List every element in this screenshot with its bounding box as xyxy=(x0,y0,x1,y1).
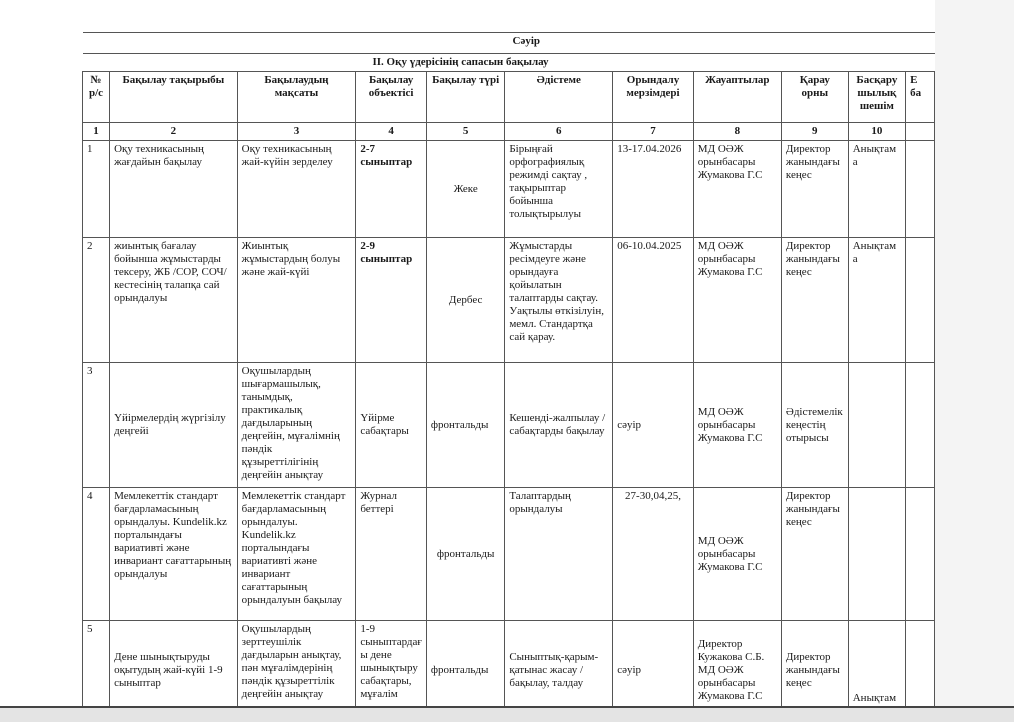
cell-extra xyxy=(905,620,935,706)
cell-responsible: Директор Кужакова С.Б. МД ОӘЖ орынбасары… xyxy=(692,620,782,706)
header-row: № р/с Бақылау тақырыбы Бақылаудың мақсат… xyxy=(81,71,935,123)
control-plan-table: Сәуір II. Оқу үдерісінің сапасын бақылау… xyxy=(81,32,935,706)
cell-extra xyxy=(905,487,935,621)
cell-extra xyxy=(905,362,935,488)
cell-object: 1-9 сыныптардағ ы дене шынықтыру сабақта… xyxy=(355,620,427,706)
column-number: 1 xyxy=(81,122,111,141)
cell-method: Жұмыстарды ресімдеуге және орындауға қой… xyxy=(504,237,614,363)
cell-review-place: Директор жанындағы кеңес xyxy=(780,487,849,621)
header-cell: Қарау орны xyxy=(780,71,849,123)
cell-topic: жиынтық бағалау бойынша жұмыстарды тексе… xyxy=(109,237,238,363)
cell-review-place: Әдістемелік кеңестің отырысы xyxy=(780,362,849,488)
header-cell: Жауаптылар xyxy=(692,71,782,123)
column-number: 7 xyxy=(612,122,694,141)
cell-decision xyxy=(847,487,907,621)
cell-object: Үйірме сабақтары xyxy=(355,362,427,488)
cell-topic: Мемлекеттік стандарт бағдарламасының оры… xyxy=(109,487,238,621)
column-number xyxy=(905,122,935,141)
cell-deadline: сәуір xyxy=(612,620,694,706)
cell-topic: Дене шынықтыруды оқытудың жай-күйі 1-9 с… xyxy=(109,620,238,706)
column-number: 10 xyxy=(847,122,907,141)
cell-decision: Анықтам а xyxy=(847,237,907,363)
column-number: 8 xyxy=(692,122,782,141)
cell-responsible: МД ОӘЖ орынбасары Жумакова Г.С xyxy=(692,237,782,363)
cell-method: Сыныптық-қарым-қатынас жасау / бақылау, … xyxy=(504,620,614,706)
background-margin xyxy=(935,0,1014,706)
cell-object: Журнал беттері xyxy=(355,487,427,621)
cell-type: Дербес xyxy=(425,237,506,363)
section-title: II. Оқу үдерісінің сапасын бақылау xyxy=(82,53,935,72)
table-row: 4 Мемлекеттік стандарт бағдарламасының о… xyxy=(81,487,935,621)
column-number: 3 xyxy=(236,122,357,141)
cell-decision: Анықтам а xyxy=(847,140,907,238)
cell-review-place: Директор жанындағы кеңес xyxy=(780,237,849,363)
column-number-row: 1 2 3 4 5 6 7 8 9 10 xyxy=(81,122,935,141)
table-row: 2 жиынтық бағалау бойынша жұмыстарды тек… xyxy=(81,237,935,363)
bottom-edge xyxy=(0,706,1014,722)
cell-responsible: МД ОӘЖ орынбасары Жумакова Г.С xyxy=(692,140,782,238)
cell-deadline: сәуір xyxy=(612,362,694,488)
cell-topic: Оқу техникасының жағдайын бақылау xyxy=(109,140,238,238)
cell-deadline: 27-30,04,25, xyxy=(612,487,694,621)
document-page: Сәуір II. Оқу үдерісінің сапасын бақылау… xyxy=(0,0,935,706)
header-cell: Бақылау объектісі xyxy=(355,71,427,123)
cell-decision: Анықтам а xyxy=(847,620,907,706)
column-number: 2 xyxy=(109,122,238,141)
cell-method: Кешенді-жалпылау / сабақтарды бақылау xyxy=(504,362,614,488)
cell-object: 2-9 сыныптар xyxy=(355,237,427,363)
cell-decision xyxy=(847,362,907,488)
header-cell: Орындалу мерзімдері xyxy=(612,71,694,123)
month-title: Сәуір xyxy=(82,32,935,54)
table-row: 1 Оқу техникасының жағдайын бақылау Оқу … xyxy=(81,140,935,238)
cell-object: 2-7 сыныптар xyxy=(355,140,427,238)
cell-review-place: Директор жанындағы кеңес xyxy=(780,140,849,238)
cell-extra xyxy=(905,237,935,363)
cell-goal: Оқу техникасының жай-күйін зерделеу xyxy=(236,140,357,238)
column-number: 6 xyxy=(504,122,614,141)
cell-number: 3 xyxy=(81,362,111,488)
cell-number: 5 xyxy=(81,620,111,706)
cell-responsible: МД ОӘЖ орынбасары Жумакова Г.С xyxy=(692,487,782,621)
cell-number: 4 xyxy=(81,487,111,621)
cell-review-place: Директор жанындағы кеңес xyxy=(780,620,849,706)
header-cell: Әдістеме xyxy=(504,71,614,123)
header-cell: Бақылау тақырыбы xyxy=(109,71,238,123)
cell-topic: Үйірмелердің жүргізілу деңгейі xyxy=(109,362,238,488)
cell-deadline: 06-10.04.2025 xyxy=(612,237,694,363)
cell-type: фронтальды xyxy=(425,487,506,621)
cell-type: фронтальды xyxy=(425,620,506,706)
cell-responsible: МД ОӘЖ орынбасары Жумакова Г.С xyxy=(692,362,782,488)
header-cell: Бақылаудың мақсаты xyxy=(236,71,357,123)
table-row: 5 Дене шынықтыруды оқытудың жай-күйі 1-9… xyxy=(81,620,935,706)
cell-type: Жеке xyxy=(425,140,506,238)
column-number: 5 xyxy=(425,122,506,141)
cell-method: Талаптардың орындалуы xyxy=(504,487,614,621)
cell-type: фронтальды xyxy=(425,362,506,488)
header-cell: № р/с xyxy=(81,71,111,123)
cell-goal: Мемлекеттік стандарт бағдарламасының оры… xyxy=(236,487,357,621)
cell-goal: Жиынтық жұмыстардың болуы және жай-күйі xyxy=(236,237,357,363)
cell-number: 1 xyxy=(81,140,111,238)
cell-extra xyxy=(905,140,935,238)
cell-number: 2 xyxy=(81,237,111,363)
cell-goal: Оқушылардың зерттеушілік дағдыларын анық… xyxy=(236,620,357,706)
cell-method: Бірыңғай орфографиялық режимді сақтау , … xyxy=(504,140,614,238)
header-cell: Е ба xyxy=(905,71,935,123)
column-number: 4 xyxy=(355,122,427,141)
cell-deadline: 13-17.04.2026 xyxy=(612,140,694,238)
header-cell: Басқару шылық шешім xyxy=(847,71,907,123)
cell-goal: Оқушылардың шығармашылық, танымдық, прак… xyxy=(236,362,357,488)
column-number: 9 xyxy=(780,122,849,141)
table-row: 3 Үйірмелердің жүргізілу деңгейі Оқушыла… xyxy=(81,362,935,488)
header-cell: Бақылау түрі xyxy=(425,71,506,123)
